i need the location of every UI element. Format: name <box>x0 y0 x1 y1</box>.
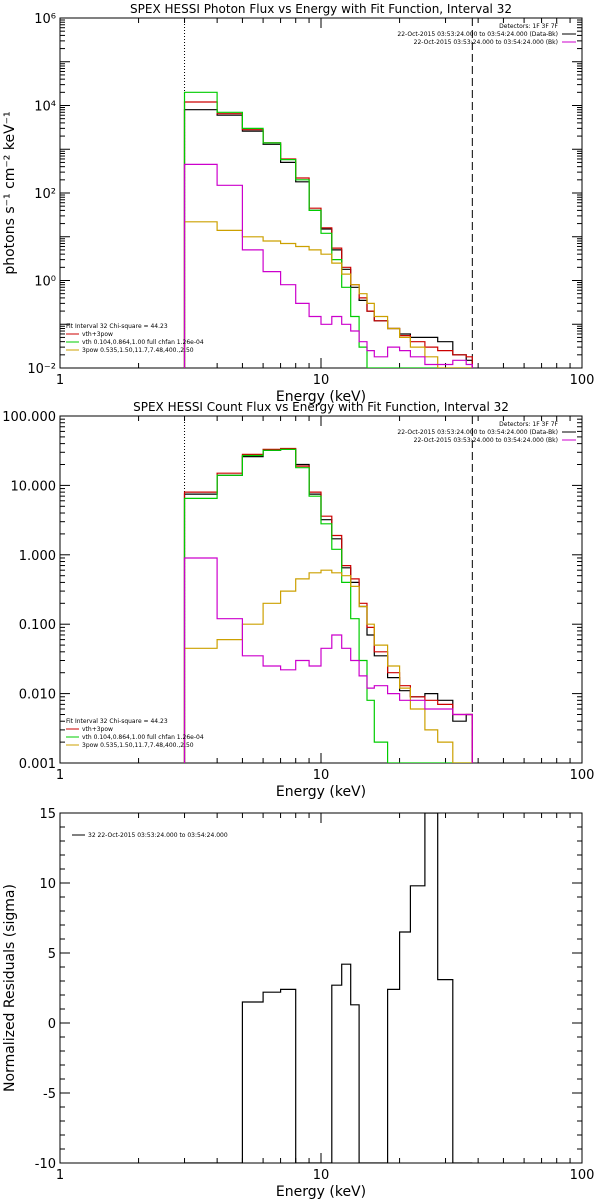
x-tick-label: 1 <box>56 768 64 783</box>
series-group <box>184 813 473 1163</box>
series-line-4 <box>183 557 473 763</box>
y-tick-label: 10⁰ <box>34 275 56 290</box>
series-line-0 <box>183 109 473 368</box>
series-line-1 <box>183 101 473 368</box>
x-tick-label: 100 <box>570 373 595 388</box>
series-group <box>183 447 473 763</box>
series-group <box>183 91 473 368</box>
legend-entry: vth 0.104,0.864,1.00 full chfan 1.26e-04 <box>82 734 204 741</box>
legend-entry: Fit Interval 32 Chi-square = 44.23 <box>66 323 168 330</box>
header-line: 22-Oct-2015 03:53:24.000 to 03:54:24.000… <box>397 429 558 436</box>
header-line: 22-Oct-2015 03:53:24.000 to 03:54:24.000… <box>414 437 558 444</box>
x-tick-label: 10 <box>313 768 330 783</box>
x-tick-label: 100 <box>570 1168 595 1183</box>
x-tick-label: 1 <box>56 373 64 388</box>
y-tick-label: 5 <box>48 947 56 962</box>
y-tick-label: -5 <box>43 1087 56 1102</box>
y-tick-label: 10 <box>39 877 56 892</box>
y-axis-label: photons s⁻¹ cm⁻² keV⁻¹ <box>2 111 18 274</box>
header-line: 22-Oct-2015 03:53:24.000 to 03:54:24.000… <box>397 31 558 38</box>
x-axis-label: Energy (keV) <box>276 1184 366 1200</box>
x-axis-label: Energy (keV) <box>276 389 366 405</box>
y-axis-label: Normalized Residuals (sigma) <box>2 884 18 1092</box>
y-tick-label: 10⁶ <box>34 12 56 27</box>
legend-entry: Fit Interval 32 Chi-square = 44.23 <box>66 718 168 725</box>
chart-title: SPEX HESSI Count Flux vs Energy with Fit… <box>133 400 509 414</box>
y-tick-label: 10² <box>34 187 56 202</box>
panel-1: SPEX HESSI Photon Flux vs Energy with Fi… <box>2 2 594 405</box>
legend-entry: 32 22-Oct-2015 03:53:24.000 to 03:54:24.… <box>88 832 228 839</box>
x-tick-label: 10 <box>313 1168 330 1183</box>
series-line-3 <box>183 569 473 763</box>
series-line-0 <box>183 448 473 763</box>
y-tick-label: 0.010 <box>19 688 56 703</box>
series-line-2 <box>183 448 473 763</box>
y-tick-label: 10.000 <box>11 479 57 494</box>
legend-entry: 3pow 0.535,1.50,11.7,7.48,400.,2.50 <box>82 742 194 749</box>
y-tick-label: -10 <box>35 1157 56 1172</box>
y-tick-label: 1.000 <box>19 549 56 564</box>
y-tick-label: 15 <box>39 807 56 822</box>
legend-entry: vth+3pow <box>82 726 113 733</box>
x-axis-label: Energy (keV) <box>276 784 366 800</box>
panel-3: 1 10 100 Energy (keV) -10 -5 0 5 10 15 Normalized … <box>2 807 594 1200</box>
header-line: Detectors: 1F 3F 7F <box>499 23 558 30</box>
series-line-3 <box>183 221 473 368</box>
y-tick-label: 0 <box>48 1017 56 1032</box>
series-line-4 <box>183 163 473 368</box>
legend-entry: vth+3pow <box>82 331 113 338</box>
panel-2: SPEX HESSI Count Flux vs Energy with Fit… <box>2 400 594 800</box>
y-tick-label: 0.001 <box>19 757 56 772</box>
y-tick-label: 10⁻² <box>27 362 56 377</box>
legend-entry: vth 0.104,0.864,1.00 full chfan 1.26e-04 <box>82 339 204 346</box>
plot-frame <box>59 415 583 764</box>
legend-entry: 3pow 0.535,1.50,11.7,7.48,400.,2.50 <box>82 347 194 354</box>
series-line-0 <box>184 813 473 1163</box>
y-tick-label: 0.100 <box>19 618 56 633</box>
header-line: Detectors: 1F 3F 7F <box>499 421 558 428</box>
plot-frame <box>59 17 583 369</box>
x-tick-label: 10 <box>313 373 330 388</box>
y-tick-label: 100.000 <box>2 410 56 425</box>
x-tick-label: 1 <box>56 1168 64 1183</box>
series-line-1 <box>183 447 473 763</box>
x-tick-label: 100 <box>570 768 595 783</box>
header-line: 22-Oct-2015 03:53:24.000 to 03:54:24.000… <box>414 39 558 46</box>
plot-frame <box>59 812 583 1164</box>
y-tick-label: 10⁴ <box>34 100 56 115</box>
chart-title: SPEX HESSI Photon Flux vs Energy with Fi… <box>130 2 512 16</box>
